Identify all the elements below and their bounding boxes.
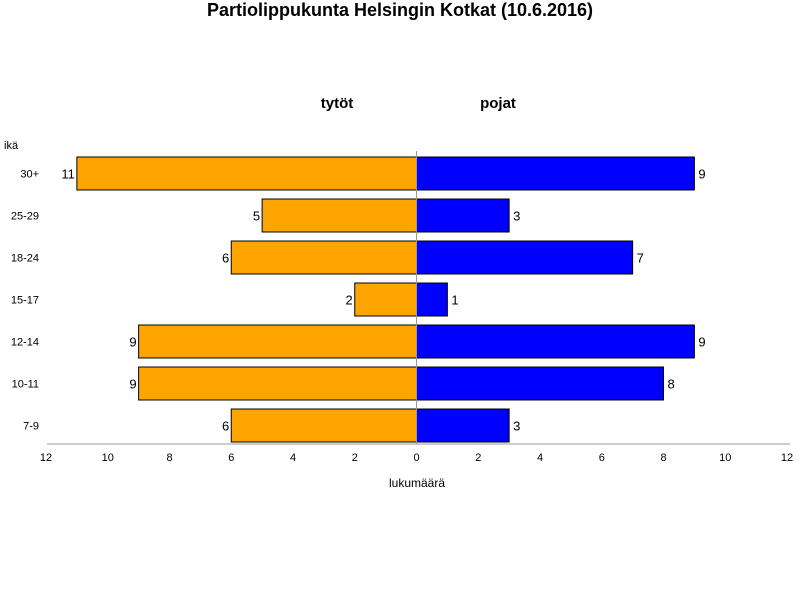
value-label-left: 6 <box>222 419 229 434</box>
value-label-right: 1 <box>451 293 458 308</box>
bar-left-18-24 <box>230 240 417 275</box>
x-tick-label: 10 <box>102 452 114 464</box>
value-label-left: 6 <box>222 251 229 266</box>
category-label: 10-11 <box>12 379 39 391</box>
x-tick-label: 2 <box>352 452 358 464</box>
axes-group: 12 10 8 6 4 2 0 2 4 6 8 10 12 <box>40 151 793 464</box>
bar-left-10-11 <box>138 366 417 401</box>
chart-title: Partiolippukunta Helsingin Kotkat (10.6.… <box>207 0 593 20</box>
x-tick-label: 0 <box>413 452 419 464</box>
bar-right-7-9 <box>416 408 510 443</box>
y-axis-title: ikä <box>4 140 19 152</box>
x-tick-label: 2 <box>475 452 481 464</box>
value-label-left: 2 <box>346 293 353 308</box>
value-label-right: 9 <box>698 167 705 182</box>
x-tick-label: 8 <box>166 452 172 464</box>
bar-left-7-9 <box>230 408 417 443</box>
value-label-left: 9 <box>129 377 136 392</box>
labels-group: 30+ 11 9 25-29 5 3 18-24 6 7 15-17 2 1 12-14 9 9 10-11 9… <box>11 167 706 434</box>
x-tick-label: 12 <box>40 452 52 464</box>
bar-right-18-24 <box>416 240 634 275</box>
bar-right-15-17 <box>416 282 448 317</box>
category-label: 15-17 <box>11 295 39 307</box>
x-tick-label: 8 <box>660 452 666 464</box>
bar-left-15-17 <box>354 282 417 317</box>
x-tick-label: 6 <box>599 452 605 464</box>
x-axis-title: lukumäärä <box>389 476 445 490</box>
category-label: 12-14 <box>11 337 39 349</box>
left-series-label: tytöt <box>321 95 354 112</box>
x-tick-label: 12 <box>781 452 793 464</box>
value-label-right: 8 <box>668 377 675 392</box>
value-label-right: 7 <box>637 251 644 266</box>
value-label-right: 3 <box>513 419 520 434</box>
value-label-right: 3 <box>513 209 520 224</box>
bar-right-12-14 <box>416 324 695 359</box>
bar-right-25-29 <box>416 198 510 233</box>
category-label: 25-29 <box>11 211 39 223</box>
category-label: 7-9 <box>23 421 39 433</box>
bar-right-30+ <box>416 156 695 191</box>
category-label: 18-24 <box>11 253 39 265</box>
value-label-left: 11 <box>61 167 75 182</box>
bar-right-10-11 <box>416 366 664 401</box>
value-label-left: 9 <box>129 335 136 350</box>
x-tick-label: 6 <box>228 452 234 464</box>
bar-left-12-14 <box>138 324 417 359</box>
value-label-left: 5 <box>253 209 260 224</box>
category-label: 30+ <box>20 169 39 181</box>
bars-group <box>76 156 695 443</box>
x-tick-label: 4 <box>537 452 543 464</box>
value-label-right: 9 <box>698 335 705 350</box>
bar-left-30+ <box>76 156 417 191</box>
right-series-label: pojat <box>480 95 516 112</box>
x-tick-label: 4 <box>290 452 296 464</box>
bar-left-25-29 <box>261 198 417 233</box>
x-tick-label: 10 <box>719 452 731 464</box>
